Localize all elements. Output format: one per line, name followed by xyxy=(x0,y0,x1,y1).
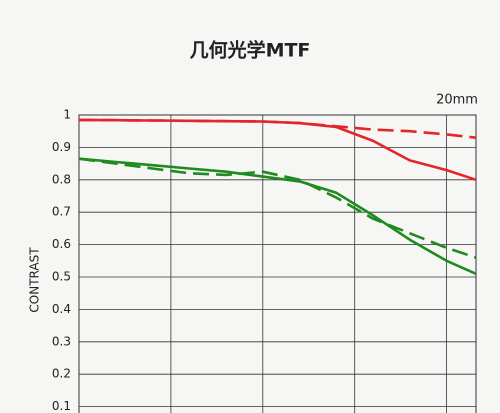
y-tick-label: 0.5 xyxy=(52,270,71,284)
y-tick-label: 1 xyxy=(63,108,71,122)
y-tick-label: 0.7 xyxy=(52,205,71,219)
y-axis-label: CONTRAST xyxy=(28,247,42,313)
y-tick-label: 0.8 xyxy=(52,172,71,186)
y-tick-label: 0.3 xyxy=(52,334,71,348)
annotation: 20mm xyxy=(436,93,478,108)
y-tick-label: 0.9 xyxy=(52,140,71,154)
y-tick-label: 0.1 xyxy=(52,399,71,413)
mtf-line xyxy=(78,118,477,139)
mtf-line xyxy=(78,118,477,182)
y-tick-label: 0.2 xyxy=(52,367,71,381)
y-tick-label: 0.4 xyxy=(52,302,71,316)
mtf-line xyxy=(78,157,477,275)
chart-title: 几何光学MTF xyxy=(190,39,311,62)
plot-frame xyxy=(78,114,477,413)
y-tick-label: 0.6 xyxy=(52,237,71,251)
mtf-line xyxy=(78,157,477,259)
